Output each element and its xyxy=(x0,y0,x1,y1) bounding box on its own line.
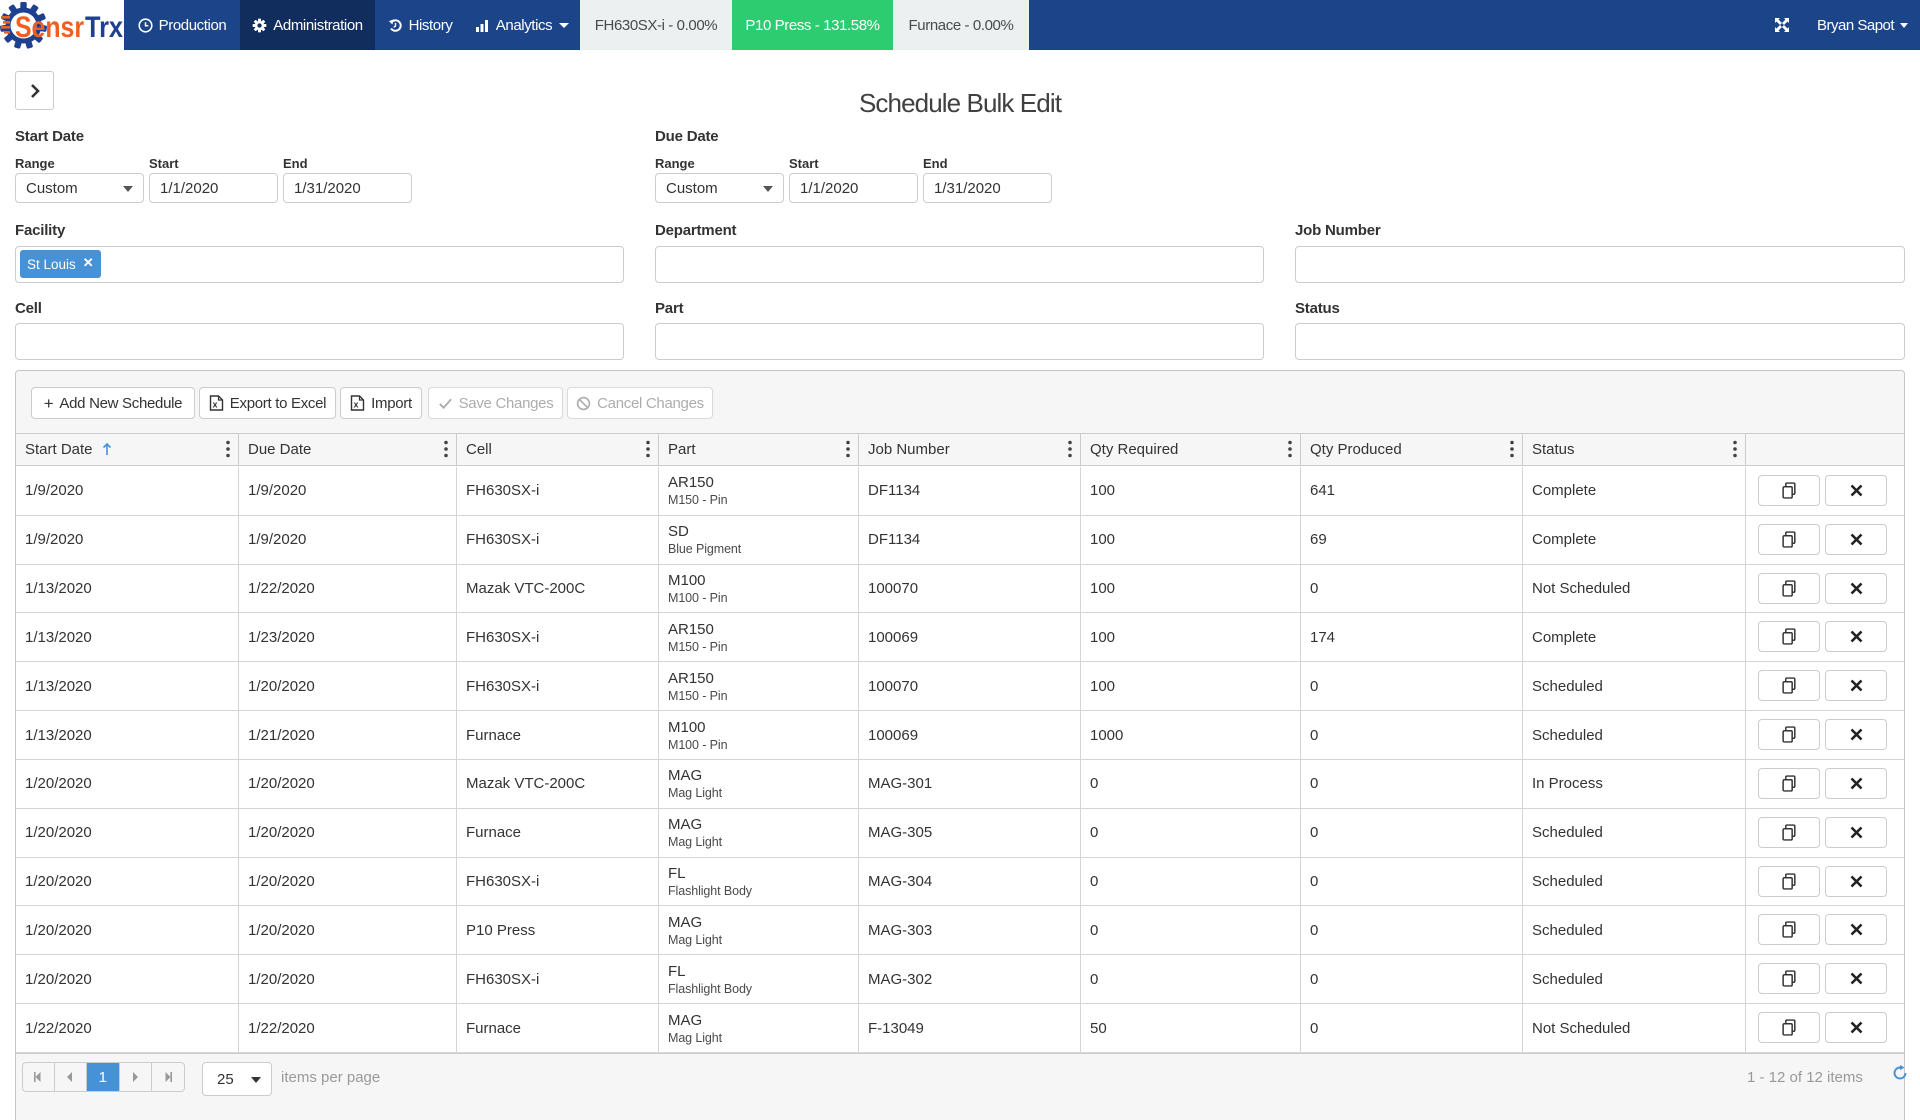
svg-text:x: x xyxy=(354,400,359,410)
svg-text:Trx: Trx xyxy=(85,11,123,44)
svg-text:x: x xyxy=(212,400,217,410)
svg-text:Sensr: Sensr xyxy=(15,11,84,44)
